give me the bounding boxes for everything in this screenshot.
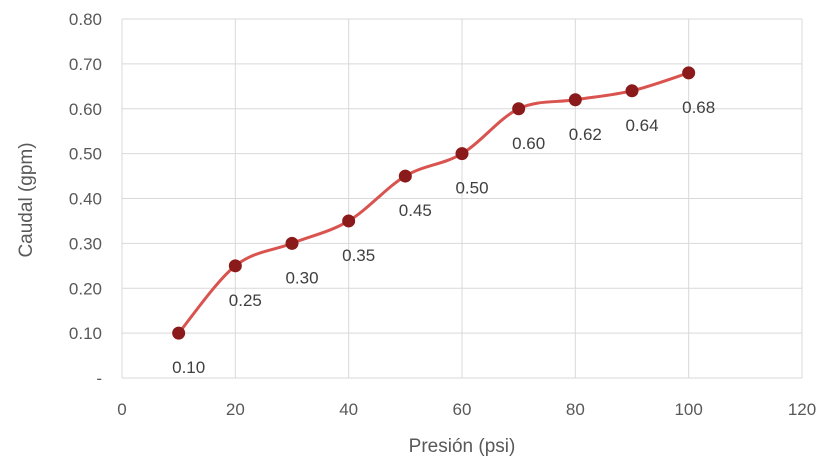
y-tick-label: 0.20 (69, 279, 102, 298)
data-label: 0.62 (569, 125, 602, 144)
data-point (512, 102, 526, 116)
series-line (177, 71, 691, 335)
x-tick-label: 120 (788, 400, 816, 419)
data-label: 0.25 (229, 291, 262, 310)
data-point (682, 66, 696, 80)
y-tick-labels: - 0.10 0.20 0.30 0.40 0.50 0.60 0.70 0.80 (69, 10, 102, 388)
data-point (172, 326, 186, 340)
data-label: 0.60 (512, 134, 545, 153)
y-tick-label: 0.10 (69, 324, 102, 343)
y-axis-title: Caudal (gpm) (16, 142, 37, 257)
data-point (342, 214, 356, 228)
y-tick-label: 0.50 (69, 145, 102, 164)
data-point (398, 169, 412, 183)
y-tick-label: 0.40 (69, 190, 102, 209)
y-tick-label: 0.70 (69, 55, 102, 74)
data-point (285, 236, 299, 250)
x-tick-label: 0 (117, 400, 126, 419)
data-label: 0.30 (285, 268, 318, 287)
data-label: 0.64 (625, 116, 658, 135)
data-label: 0.45 (399, 201, 432, 220)
x-tick-labels: 0 20 40 60 80 100 120 (117, 400, 816, 419)
data-labels: 0.10 0.25 0.30 0.35 0.45 0.50 0.60 0.62 0.64 0.68 (172, 98, 715, 377)
data-label: 0.35 (342, 246, 375, 265)
data-label: 0.50 (455, 179, 488, 198)
series-group (172, 66, 696, 340)
data-point (228, 259, 242, 273)
y-tick-label: 0.80 (69, 10, 102, 29)
y-tick-label: 0.30 (69, 234, 102, 253)
x-tick-label: 80 (566, 400, 585, 419)
x-tick-label: 20 (226, 400, 245, 419)
data-point (625, 84, 639, 98)
data-label: 0.68 (682, 98, 715, 117)
x-tick-label: 100 (674, 400, 702, 419)
x-axis-title: Presión (psi) (409, 436, 516, 457)
x-tick-label: 40 (339, 400, 358, 419)
grid (121, 18, 803, 379)
data-point (455, 147, 469, 161)
y-tick-label: - (96, 369, 102, 388)
y-tick-label: 0.60 (69, 100, 102, 119)
data-label: 0.10 (172, 358, 205, 377)
data-point (568, 93, 582, 107)
x-tick-label: 60 (453, 400, 472, 419)
